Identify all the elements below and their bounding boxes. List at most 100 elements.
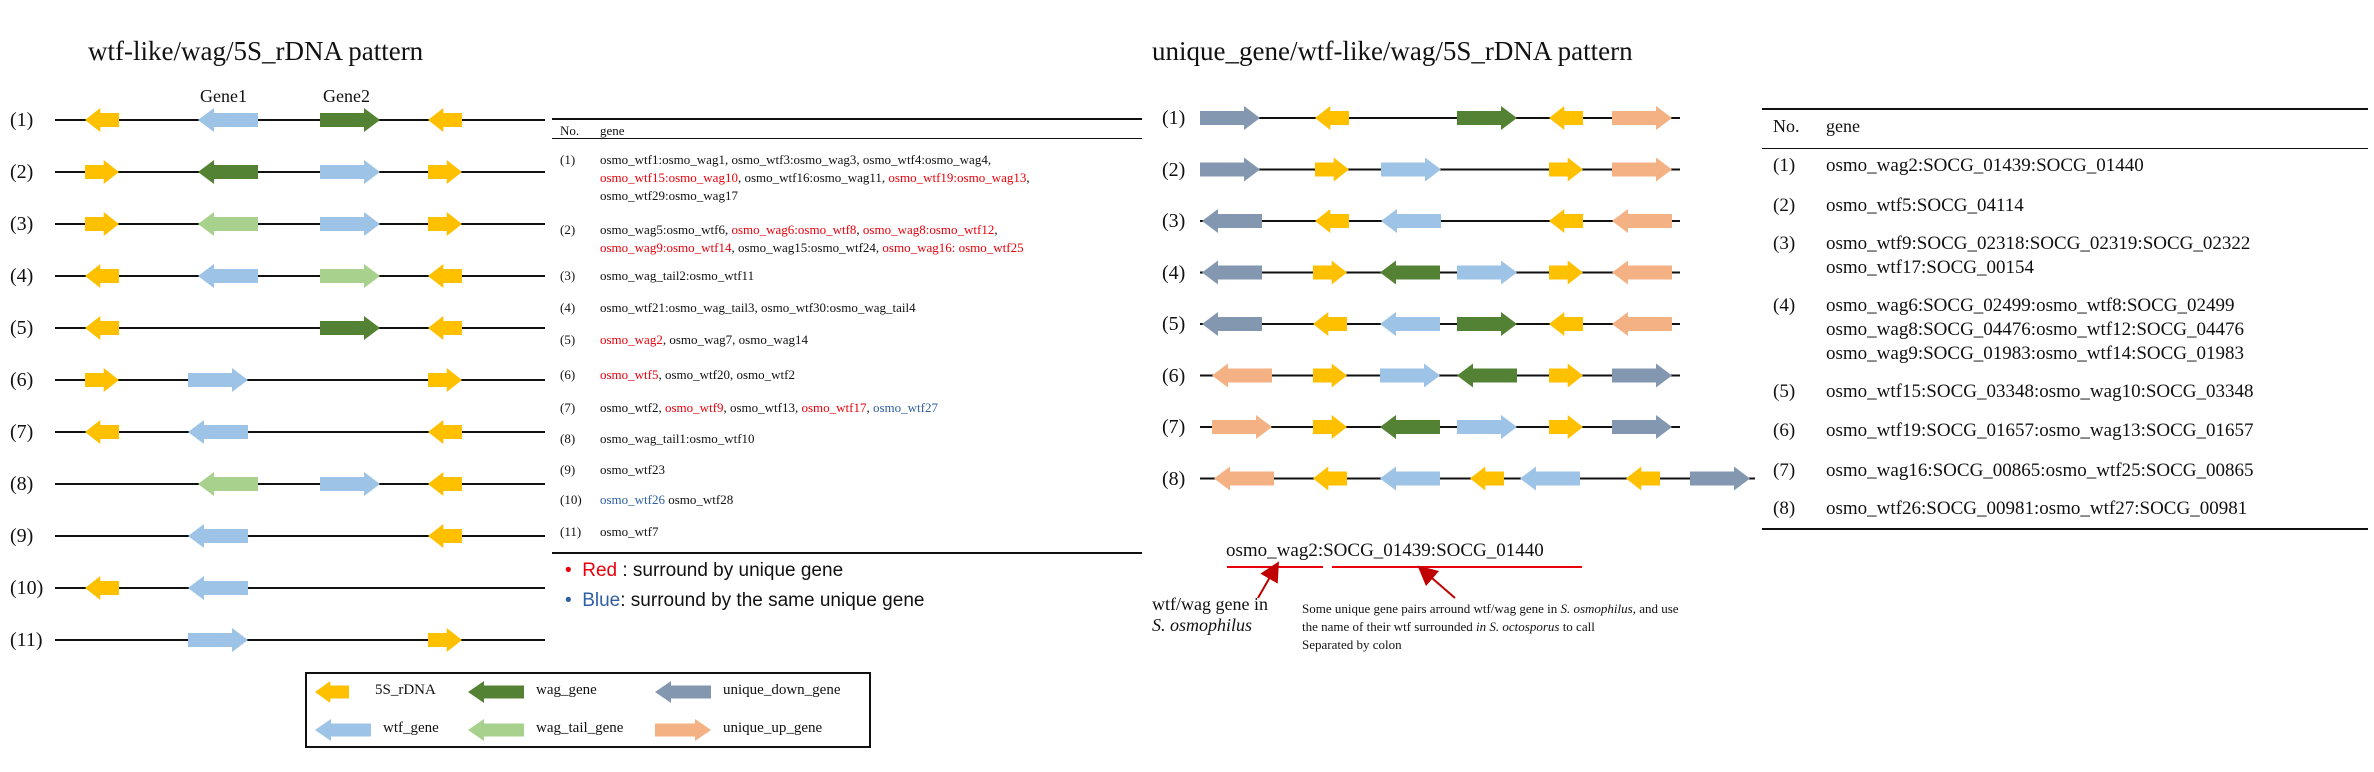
rDNA-arrow [428, 628, 462, 652]
right-row-label: (6) [1162, 364, 1186, 387]
unique-up-arrow [1212, 415, 1272, 439]
table2-row-genes: osmo_wtf15:SOCG_03348:osmo_wag10:SOCG_03… [1826, 381, 2254, 402]
rDNA-arrow [428, 472, 462, 496]
table1-row-genes: osmo_wtf26 osmo_wtf28 [600, 492, 734, 507]
table2-row-genes: osmo_wtf17:SOCG_00154 [1826, 257, 2034, 278]
right-row-label: (8) [1162, 467, 1186, 490]
legend-label: unique_up_gene [723, 720, 823, 736]
wtf-arrow [198, 108, 258, 132]
table1-header-gene: gene [600, 123, 625, 138]
table1-row-genes: osmo_wag_tail2:osmo_wtf11 [600, 268, 755, 283]
rDNA-arrow [1549, 363, 1583, 388]
rDNA-arrow [85, 316, 119, 340]
unique-up-arrow [1212, 363, 1272, 388]
right-row-label: (4) [1162, 261, 1186, 284]
wag-arrow [1380, 260, 1440, 285]
table1-row-no: (9) [560, 462, 576, 477]
rDNA-arrow [1313, 312, 1347, 336]
rDNA-arrow [1313, 415, 1347, 439]
rDNA-arrow [85, 108, 119, 132]
table1-rule [552, 552, 1142, 554]
wtf-arrow [1380, 363, 1440, 388]
rDNA-arrow [85, 160, 119, 184]
wtf-arrow [1457, 260, 1517, 285]
table1-row-no: (3) [560, 268, 576, 283]
wtf-arrow [320, 212, 380, 236]
legend-label: unique_down_gene [723, 682, 841, 698]
rDNA-arrow [1549, 312, 1583, 336]
table2-row-no: (5) [1773, 381, 1796, 402]
table1-row-no: (4) [560, 300, 576, 315]
left-row-label: (7) [10, 421, 34, 443]
right-row-label: (5) [1162, 313, 1186, 335]
wtf-arrow [1381, 209, 1441, 233]
wtf-arrow [188, 628, 248, 652]
table2-row-no: (4) [1773, 295, 1796, 316]
wtf-arrow [320, 472, 380, 496]
note-left: wtf/wag gene in S. osmophilus [1152, 594, 1268, 636]
unique-down-arrow [1202, 260, 1262, 285]
left-row-label: (5) [10, 317, 34, 339]
wag-arrow [1457, 312, 1517, 336]
legend-label: wag_gene [536, 682, 597, 698]
table1-row-no: (11) [560, 524, 582, 539]
table2-row-genes: osmo_wag16:SOCG_00865:osmo_wtf25:SOCG_00… [1826, 460, 2254, 481]
table2-row-no: (2) [1773, 195, 1796, 216]
unique-down-arrow [1202, 209, 1262, 233]
example-part2: :SOCG_01439:SOCG_01440 [1317, 540, 1544, 561]
color-key-item: • Blue: surround by the same unique gene [565, 590, 925, 611]
table2-row-genes: osmo_wag2:SOCG_01439:SOCG_01440 [1826, 155, 2144, 176]
legend-label: 5S_rDNA [375, 682, 436, 698]
unique-up-arrow [1214, 466, 1274, 491]
example-part1: osmo_wag2 [1226, 540, 1318, 561]
rDNA-arrow [1315, 209, 1349, 233]
unique-down-arrow [1612, 415, 1672, 439]
rDNA-arrow [1315, 106, 1349, 130]
legend-box [305, 672, 871, 748]
table1-row-genes: osmo_wtf23 [600, 462, 665, 477]
legend-label: wtf_gene [383, 720, 439, 736]
table1-row-genes: osmo_wag5:osmo_wtf6, osmo_wag6:osmo_wtf8… [600, 222, 998, 237]
note-right-line3: Separated by colon [1302, 637, 1402, 652]
left-row-label: (2) [10, 161, 34, 183]
table2-row-genes: osmo_wag8:SOCG_04476:osmo_wtf12:SOCG_044… [1826, 319, 2245, 340]
wtf-arrow [1381, 157, 1441, 182]
table1-row-no: (10) [560, 492, 582, 507]
table1-row-genes: osmo_wtf15:osmo_wag10, osmo_wtf16:osmo_w… [600, 170, 1030, 185]
table2-row-genes: osmo_wag9:SOCG_01983:osmo_wtf14:SOCG_019… [1826, 343, 2245, 364]
left-row-label: (8) [10, 473, 34, 495]
table2-header-gene: gene [1826, 116, 1860, 136]
rDNA-arrow [1549, 209, 1583, 233]
gene1-label: Gene1 [200, 86, 247, 106]
right-row-label: (7) [1162, 416, 1186, 438]
table2-row-no: (1) [1773, 155, 1796, 176]
left-row-label: (6) [10, 369, 34, 391]
table2-row-genes: osmo_wtf9:SOCG_02318:SOCG_02319:SOCG_023… [1826, 233, 2251, 254]
table1-row-no: (5) [560, 332, 576, 347]
rDNA-arrow [1549, 157, 1583, 182]
wag-arrow [1380, 415, 1440, 439]
table2-row-no: (7) [1773, 460, 1796, 481]
unique-down-arrow [1612, 363, 1672, 388]
wag-arrow [1457, 363, 1517, 388]
arrow-to-socg [1417, 565, 1456, 599]
wag-tail-arrow [198, 212, 258, 236]
unique-up-arrow [1612, 157, 1672, 182]
table2-rule [1762, 108, 2368, 110]
wag-tail-arrow [320, 264, 380, 288]
wag-arrow [198, 160, 258, 184]
wag-tail-arrow [198, 472, 258, 496]
unique-up-arrow [1612, 106, 1672, 130]
left-panel-title: wtf-like/wag/5S_rDNA pattern [88, 36, 424, 66]
table1-rule [552, 138, 1142, 139]
wag-arrow [1457, 106, 1517, 130]
wtf-arrow [1380, 466, 1440, 491]
wtf-arrow [198, 264, 258, 288]
left-row-label: (10) [10, 577, 44, 599]
rDNA-arrow [85, 420, 119, 444]
rDNA-arrow [428, 420, 462, 444]
table2-row-genes: osmo_wtf5:SOCG_04114 [1826, 195, 2024, 216]
table2-rule [1762, 148, 2368, 149]
wag-arrow [320, 108, 380, 132]
rDNA-arrow [85, 264, 119, 288]
